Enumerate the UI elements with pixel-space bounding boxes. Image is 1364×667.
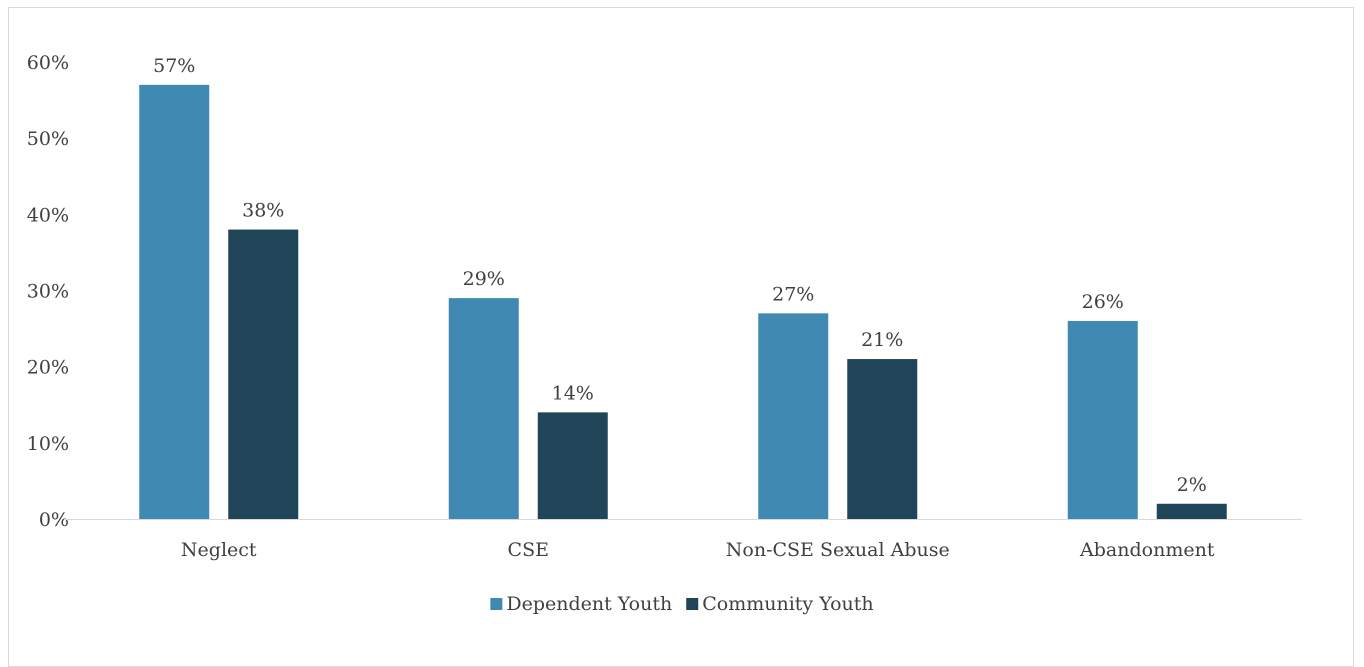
- data-label: 14%: [552, 382, 594, 404]
- bar-community-youth: [847, 359, 918, 519]
- y-tick-label: 60%: [27, 52, 69, 74]
- y-tick-label: 50%: [27, 128, 69, 150]
- y-tick-label: 10%: [27, 433, 69, 455]
- bar-community-youth: [228, 229, 299, 520]
- bar-community-youth: [1156, 503, 1227, 519]
- legend-label: Dependent Youth: [506, 593, 672, 615]
- bar-community-youth: [537, 412, 608, 519]
- legend-swatch: [490, 598, 503, 610]
- category-label: Neglect: [181, 539, 257, 561]
- legend-item: Dependent Youth: [490, 593, 672, 615]
- data-label: 26%: [1082, 291, 1124, 313]
- y-tick-label: 30%: [27, 281, 69, 303]
- bar-dependent-youth: [1067, 320, 1138, 519]
- legend-item: Community Youth: [686, 593, 874, 615]
- data-label: 2%: [1177, 474, 1207, 496]
- bar-chart: 0% 10% 20% 30% 40% 50% 60% 57% 38% Neglect 29% 14% C…: [27, 52, 1302, 615]
- data-label: 27%: [772, 283, 814, 305]
- y-tick-label: 20%: [27, 357, 69, 379]
- data-label: 21%: [861, 329, 903, 351]
- bar-dependent-youth: [139, 84, 210, 519]
- bar-dependent-youth: [448, 298, 519, 519]
- data-label: 57%: [153, 55, 195, 77]
- data-label: 29%: [463, 268, 505, 290]
- category-label: CSE: [508, 539, 549, 561]
- legend-swatch: [686, 598, 699, 610]
- category-label: Abandonment: [1079, 539, 1215, 561]
- y-tick-label: 0%: [39, 509, 69, 531]
- bar-dependent-youth: [758, 313, 829, 519]
- data-label: 38%: [242, 200, 284, 222]
- category-label: Non-CSE Sexual Abuse: [726, 539, 950, 561]
- y-tick-label: 40%: [27, 204, 69, 226]
- legend-label: Community Youth: [702, 593, 873, 615]
